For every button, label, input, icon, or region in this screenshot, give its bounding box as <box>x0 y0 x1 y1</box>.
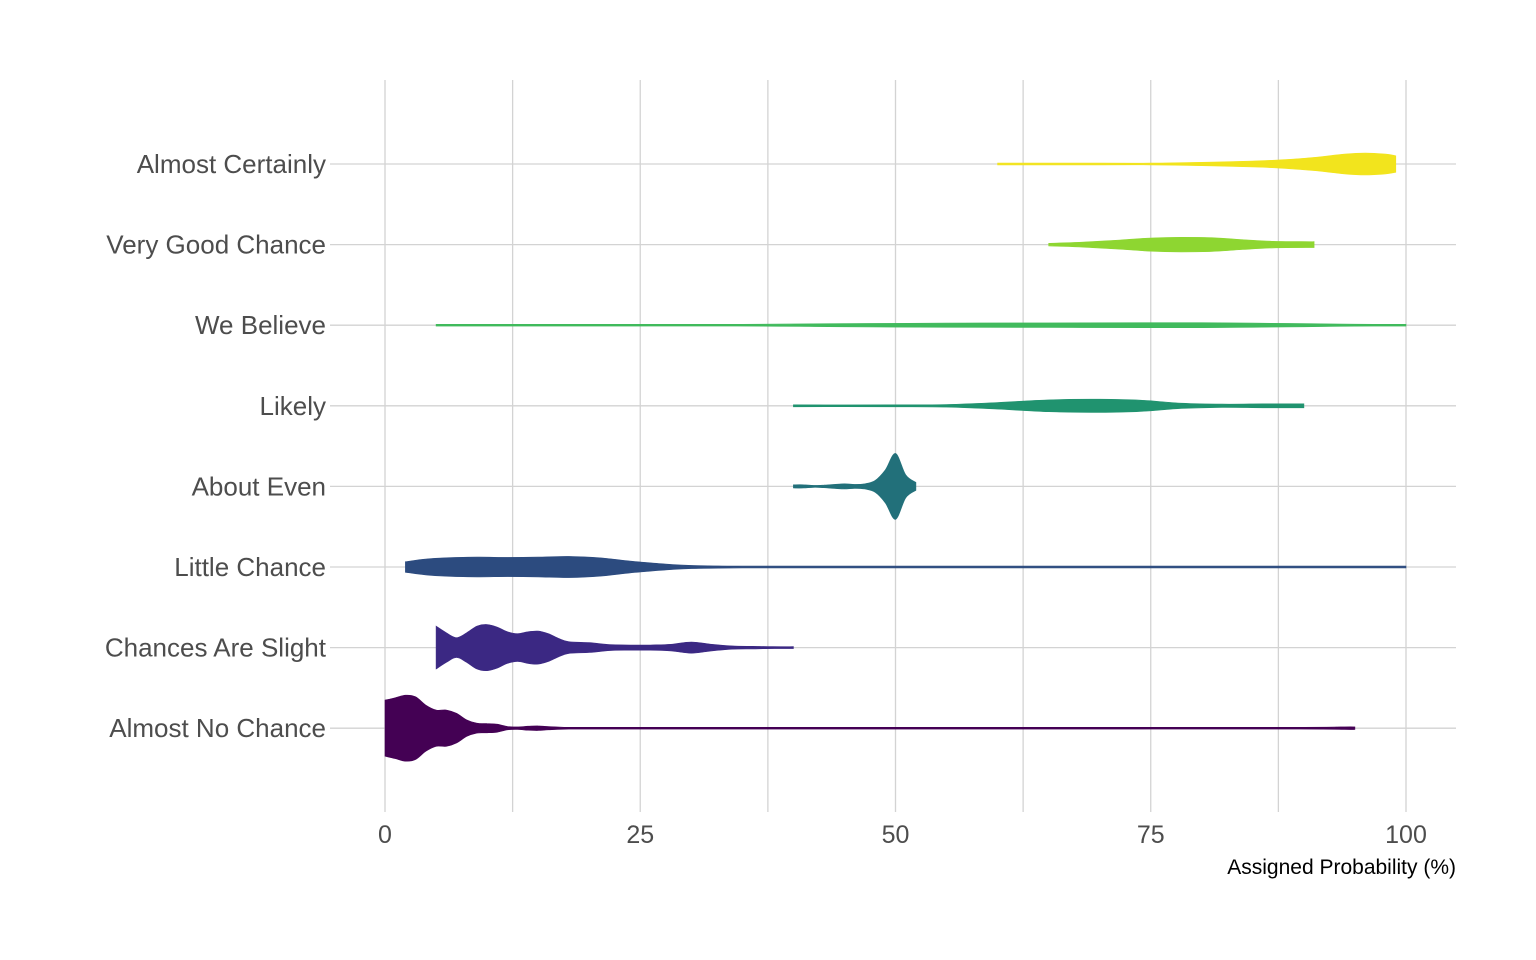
y-tick-label: Little Chance <box>174 552 326 582</box>
x-axis-labels: 0 25 50 75 100 <box>378 821 1427 849</box>
violin-almost-certainly <box>997 152 1397 176</box>
violins <box>384 152 1407 762</box>
y-tick-label: About Even <box>192 471 326 501</box>
x-tick-label: 100 <box>1385 821 1427 849</box>
x-tick-label: 25 <box>626 821 654 849</box>
y-tick-label: Very Good Chance <box>106 230 326 260</box>
violin-almost-no-chance <box>384 694 1356 762</box>
x-tick-label: 50 <box>882 821 910 849</box>
violin-very-good-chance <box>1048 236 1315 253</box>
x-tick-label: 0 <box>378 821 392 849</box>
x-tick-label: 75 <box>1137 821 1165 849</box>
y-tick-label: Chances Are Slight <box>105 633 327 663</box>
violin-about-even <box>793 453 917 520</box>
x-axis-title: Assigned Probability (%) <box>1227 856 1456 879</box>
violin-little-chance <box>405 556 1407 578</box>
violin-chances-are-slight <box>435 624 794 672</box>
y-tick-label: We Believe <box>195 310 326 340</box>
y-axis-labels: Almost No Chance Chances Are Slight Little… <box>105 149 327 743</box>
y-tick-label: Almost No Chance <box>109 713 326 743</box>
y-tick-label: Almost Certainly <box>137 149 326 179</box>
y-tick-label: Likely <box>260 391 326 421</box>
violin-we-believe <box>435 322 1407 329</box>
violin-likely <box>793 398 1305 413</box>
vertical-gridlines <box>384 80 1407 812</box>
